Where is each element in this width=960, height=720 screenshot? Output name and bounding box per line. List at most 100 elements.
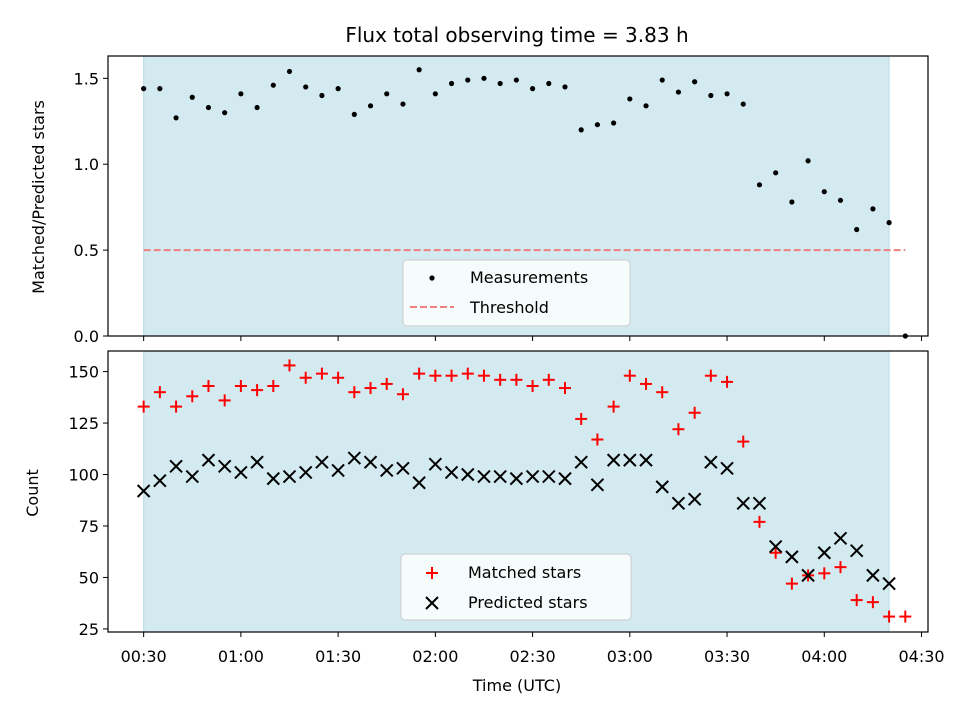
measurement-point xyxy=(141,86,147,92)
predicted-star-point xyxy=(444,465,459,480)
matched-star-point xyxy=(186,390,199,403)
matched-star-point xyxy=(721,375,734,388)
measurement-point xyxy=(157,86,163,92)
matched-star-point xyxy=(153,386,166,399)
predicted-star-point xyxy=(720,461,734,476)
predicted-star-point xyxy=(639,453,653,467)
matched-legend-marker xyxy=(426,567,438,579)
measurement-point xyxy=(432,91,438,97)
matched-star-point xyxy=(672,423,685,436)
matched-star-point xyxy=(785,577,798,590)
y-tick-label: 25 xyxy=(79,620,99,639)
measurement-point xyxy=(627,96,633,102)
bottom-plot-frame xyxy=(107,350,929,633)
matched-star-point xyxy=(510,373,523,386)
matched-star-point xyxy=(558,382,571,395)
x-stroke-b xyxy=(866,568,880,583)
y-tick-label: 125 xyxy=(68,414,99,433)
x-stroke-b xyxy=(801,568,815,583)
top-y-axis-label: Matched/Predicted stars xyxy=(29,100,48,294)
measurement-point xyxy=(400,101,406,107)
predicted-star-point xyxy=(785,550,799,564)
measurement-point xyxy=(254,104,260,111)
x-stroke-b xyxy=(493,469,507,484)
x-tick-label: 04:00 xyxy=(801,647,847,666)
x-stroke-b xyxy=(347,451,362,465)
y-tick-label: 50 xyxy=(79,568,99,587)
x-stroke-b xyxy=(655,480,669,494)
matched-star-point xyxy=(299,371,312,384)
matched-star-point xyxy=(202,379,215,392)
x-stroke-b xyxy=(509,471,524,486)
x-stroke-b xyxy=(315,455,329,469)
x-stroke-b xyxy=(444,465,459,480)
x-stroke-b xyxy=(542,469,556,484)
predicted-star-point xyxy=(234,465,248,480)
predicted-star-point xyxy=(412,476,426,490)
measurement-point xyxy=(416,67,422,73)
x-stroke-b xyxy=(736,496,750,511)
predicted-star-point xyxy=(347,451,362,465)
x-axis-label: Time (UTC) xyxy=(472,676,561,695)
measurement-point xyxy=(756,182,763,188)
predicted-star-point xyxy=(185,469,199,484)
measurement-point xyxy=(319,92,325,99)
predicted-star-point xyxy=(655,480,669,494)
measurement-point xyxy=(448,80,455,87)
predicted-star-point xyxy=(558,471,572,486)
measurement-point xyxy=(805,158,811,164)
matched-star-points xyxy=(137,359,912,623)
measurement-point xyxy=(578,127,584,133)
top-y-ticks: 0.0 0.5 1.0 1.5 xyxy=(74,69,108,346)
predicted-star-point xyxy=(217,459,232,473)
x-stroke-b xyxy=(606,453,621,467)
predicted-star-point xyxy=(817,546,831,560)
x-stroke-b xyxy=(412,476,426,490)
predicted-star-points xyxy=(136,451,896,591)
x-stroke-b xyxy=(639,453,653,467)
top-plot-frame xyxy=(107,55,929,337)
matched-star-point xyxy=(866,596,879,609)
x-stroke-b xyxy=(428,457,443,471)
matched-star-point xyxy=(591,433,604,446)
measurement-point xyxy=(870,206,876,212)
x-stroke-b xyxy=(833,531,848,546)
predicted-star-point xyxy=(153,473,167,488)
matched-star-point xyxy=(445,369,458,382)
measurement-point xyxy=(675,89,682,95)
x-stroke-b xyxy=(299,465,313,480)
x-stroke-b xyxy=(574,455,588,469)
predicted-star-point xyxy=(282,469,297,484)
predicted-star-point xyxy=(461,467,475,482)
legend-threshold: Threshold xyxy=(469,298,549,317)
x-stroke-b xyxy=(266,471,281,486)
x-tick-label: 02:30 xyxy=(510,647,556,666)
x-tick-label: 03:30 xyxy=(704,647,750,666)
measurement-point xyxy=(205,104,212,111)
x-stroke-b xyxy=(169,459,183,473)
x-stroke-b xyxy=(250,455,264,469)
x-stroke-b xyxy=(185,469,199,484)
x-stroke-b xyxy=(671,496,686,511)
measurements-legend-marker xyxy=(429,275,435,281)
x-tick-label: 01:30 xyxy=(315,647,361,666)
x-stroke-b xyxy=(720,461,734,476)
matched-star-point xyxy=(251,384,264,397)
measurement-point xyxy=(173,115,179,121)
x-tick-label: 01:00 xyxy=(218,647,264,666)
matched-star-point xyxy=(429,369,442,382)
x-tick-label: 04:30 xyxy=(898,647,944,666)
predicted-star-point xyxy=(833,531,848,546)
matched-star-point xyxy=(234,379,247,392)
matched-star-point xyxy=(170,400,183,413)
x-stroke-b xyxy=(525,469,540,484)
predicted-star-point xyxy=(882,576,896,591)
x-stroke-b xyxy=(704,455,718,469)
chart-title: Flux total observing time = 3.83 h xyxy=(345,23,688,47)
measurement-point xyxy=(886,220,892,226)
top-panel: 0.0 0.5 1.0 1.5 Matched/Predicted stars Mea… xyxy=(29,55,929,346)
predicted-star-point xyxy=(396,461,410,476)
measurement-point xyxy=(821,189,827,195)
predicted-star-point xyxy=(671,496,686,511)
bottom-y-axis-label: Count xyxy=(23,469,42,517)
